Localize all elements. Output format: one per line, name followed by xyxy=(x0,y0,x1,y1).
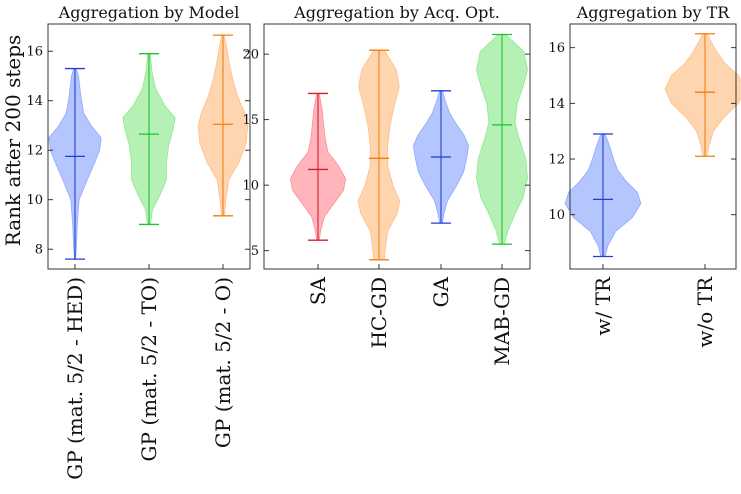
y-tick-label: 8 xyxy=(35,243,43,258)
y-tick-label: 16 xyxy=(26,45,43,60)
panel-3: 10 12 14 16 w/ TR w/o TR Aggregation by TR xyxy=(548,3,741,348)
x-category-label: HC-GD xyxy=(367,277,391,349)
panel-title: Aggregation by TR xyxy=(576,3,731,22)
x-category-label: SA xyxy=(306,276,330,305)
x-category-label: MAB-GD xyxy=(490,277,514,366)
violin-body xyxy=(664,33,741,157)
y-tick-label: 10 xyxy=(548,208,565,223)
y-tick-label: 14 xyxy=(26,94,43,109)
y-tick-label: 20 xyxy=(242,48,259,63)
y-tick-label: 10 xyxy=(242,179,259,194)
y-tick-label: 10 xyxy=(26,193,43,208)
y-tick-label: 5 xyxy=(251,244,259,259)
x-category-label: GP (mat. 5/2 - TO) xyxy=(137,277,161,461)
y-tick-label: 14 xyxy=(548,97,565,112)
x-category-label: GP (mat. 5/2 - O) xyxy=(211,277,235,448)
panel-2: 5 10 15 20 SA HC-GD GA MAB-GD Aggregation by Acq… xyxy=(242,3,531,366)
panel-title: Aggregation by Acq. Opt. xyxy=(293,3,500,22)
y-tick-label: 15 xyxy=(242,113,259,128)
panel-title: Aggregation by Model xyxy=(58,3,240,22)
y-axis-label: Rank after 200 steps xyxy=(1,35,25,247)
axes-frame xyxy=(569,23,737,270)
y-tick-label: 16 xyxy=(548,41,565,56)
y-tick-label: 12 xyxy=(26,144,43,159)
panel-1: 8 10 12 14 16 GP (mat. 5/2 - HED) GP (mat. 5/2… xyxy=(1,3,251,480)
x-category-label: GA xyxy=(429,276,453,307)
x-category-label: w/ TR xyxy=(591,276,615,336)
x-category-label: w/o TR xyxy=(693,276,717,348)
x-category-label: GP (mat. 5/2 - HED) xyxy=(63,277,87,480)
y-tick-label: 12 xyxy=(548,153,565,168)
axes-frame xyxy=(263,23,531,270)
